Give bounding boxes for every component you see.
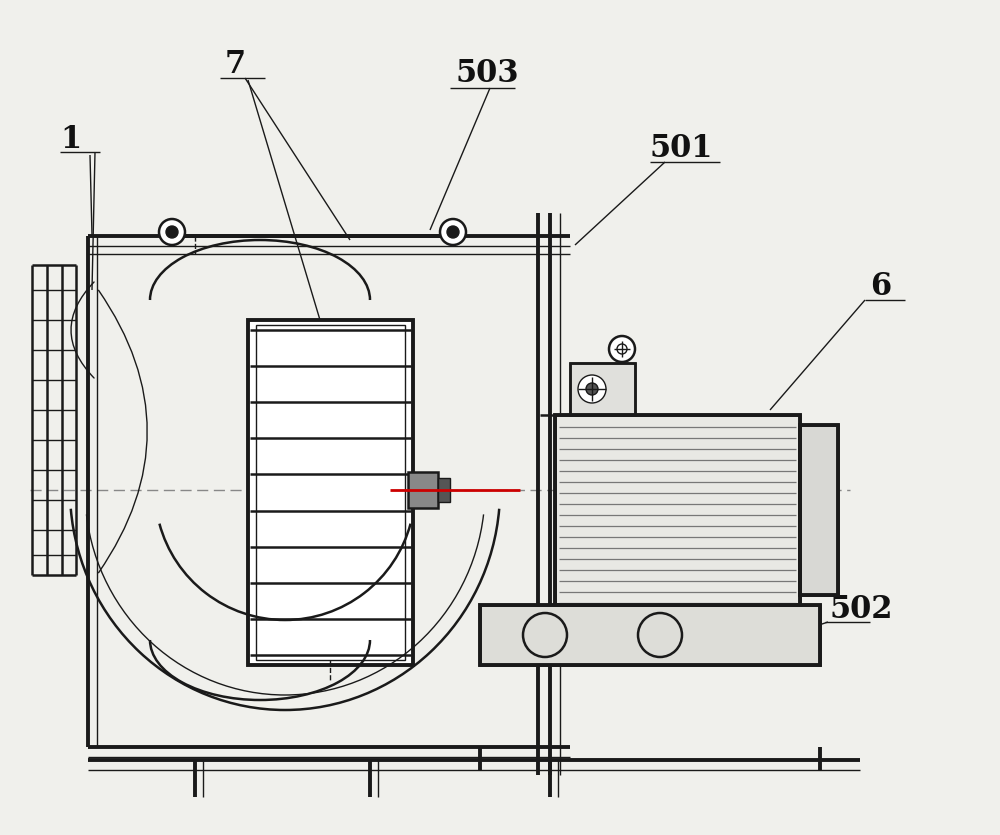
Text: 501: 501 xyxy=(650,133,713,164)
Text: 502: 502 xyxy=(830,594,894,625)
Bar xyxy=(555,415,800,605)
Bar xyxy=(570,363,635,415)
Text: 6: 6 xyxy=(870,271,891,302)
Circle shape xyxy=(586,383,598,395)
Bar xyxy=(248,320,413,665)
Circle shape xyxy=(440,219,466,245)
Bar xyxy=(480,605,820,665)
Bar xyxy=(438,478,450,502)
Circle shape xyxy=(578,375,606,403)
Bar xyxy=(408,472,438,508)
Circle shape xyxy=(159,219,185,245)
Circle shape xyxy=(609,336,635,362)
Circle shape xyxy=(166,226,178,238)
Bar xyxy=(555,415,800,605)
Text: 7: 7 xyxy=(225,49,246,80)
Bar xyxy=(256,325,405,660)
Bar xyxy=(800,425,838,595)
Bar xyxy=(570,363,635,415)
Circle shape xyxy=(447,226,459,238)
Text: 503: 503 xyxy=(455,58,519,89)
Bar xyxy=(480,605,820,665)
Bar xyxy=(800,425,838,595)
Text: 1: 1 xyxy=(60,124,81,155)
